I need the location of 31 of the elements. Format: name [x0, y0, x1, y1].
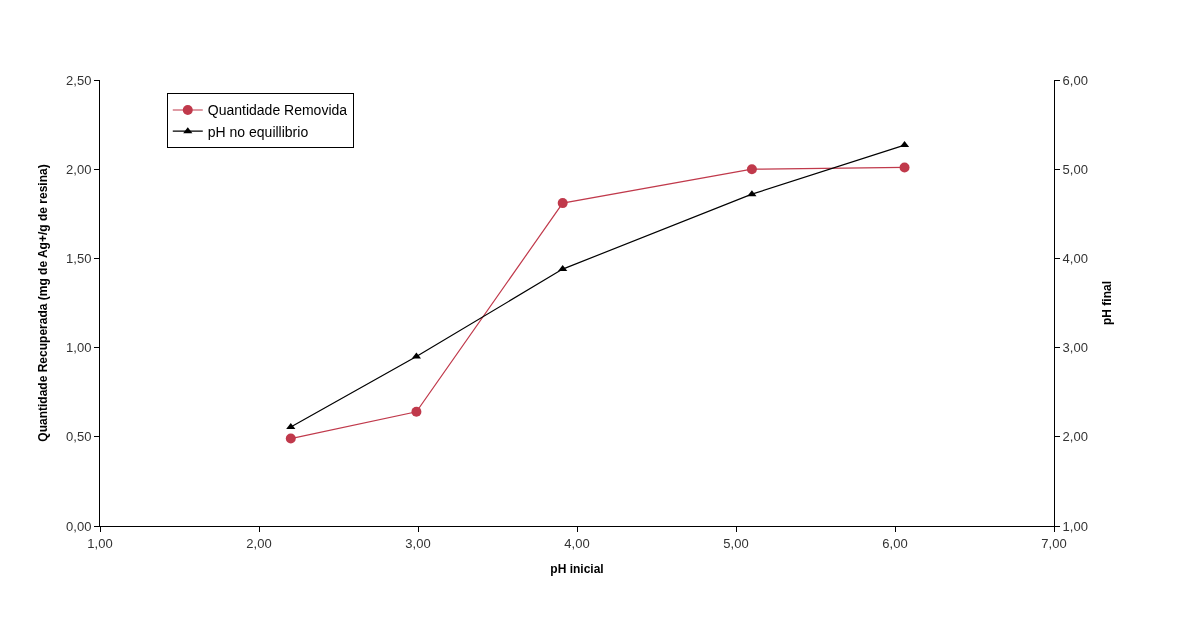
point [286, 422, 296, 429]
y2-tick-label: 3,00 [1062, 340, 1088, 356]
x-tick-label: 2,00 [246, 535, 272, 551]
point [411, 406, 422, 417]
y-tick-label: 2,00 [66, 161, 92, 177]
x-tick-label: 3,00 [405, 535, 431, 551]
x-tick-label: 5,00 [723, 535, 749, 551]
y2-tick-label: 5,00 [1062, 161, 1088, 177]
x-axis-title: pH inicial [550, 562, 604, 577]
point [899, 162, 910, 173]
y-tick-label: 0,50 [66, 429, 92, 445]
legend-label: pH no equillibrio [207, 123, 309, 140]
legend-label: Quantidade Removida [207, 102, 348, 119]
point [558, 265, 568, 272]
x-tick-label: 6,00 [882, 535, 908, 551]
y-tick-label: 2,50 [66, 72, 92, 88]
y2-tick-label: 2,00 [1062, 429, 1088, 445]
point [746, 164, 757, 175]
y-axis-title: Quantidade Recuperada (mg de Ag+/g de resina) [36, 164, 51, 442]
y-tick-label: 1,50 [66, 250, 92, 266]
point [285, 433, 296, 444]
point [557, 198, 568, 209]
x-tick-label: 4,00 [564, 535, 590, 551]
x-tick-label: 7,00 [1041, 535, 1067, 551]
y2-tick-label: 6,00 [1062, 72, 1088, 88]
y-tick-label: 1,00 [66, 340, 92, 356]
y-tick-label: 0,00 [66, 518, 92, 534]
y2-tick-label: 1,00 [1062, 518, 1088, 534]
y2-tick-label: 4,00 [1062, 250, 1088, 266]
x-tick-label: 1,00 [87, 535, 113, 551]
y2-axis-title: pH final [1099, 281, 1114, 325]
